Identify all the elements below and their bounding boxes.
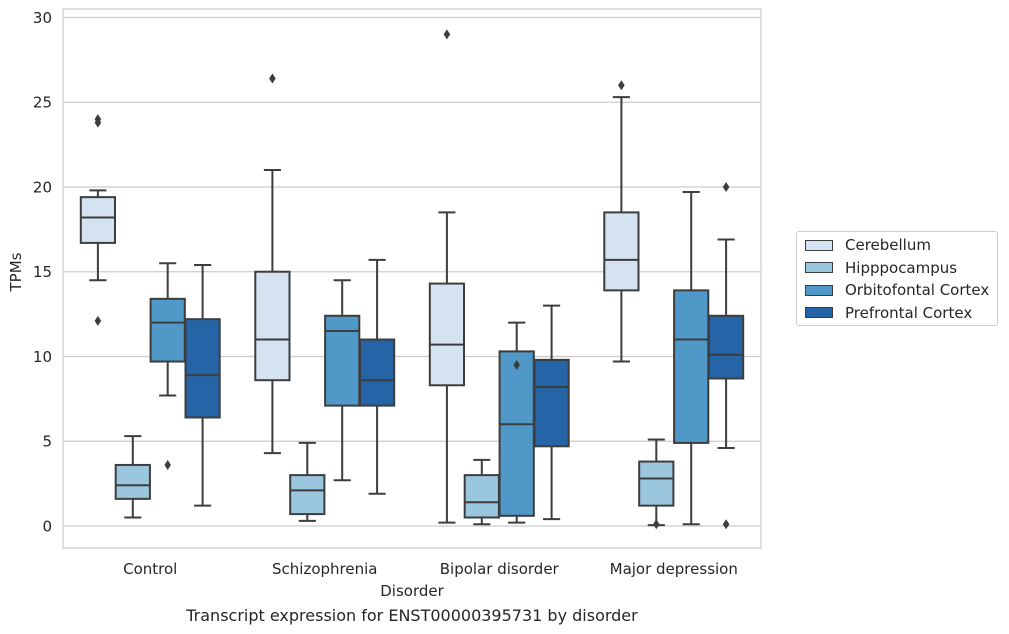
y-tick-label: 15: [33, 263, 52, 281]
y-tick-labels: 0 5 10 15 20 25 30: [33, 9, 52, 535]
box-cerebellum: [254, 73, 291, 455]
iqr-box: [254, 270, 291, 382]
iqr-box: [463, 474, 500, 519]
iqr-box: [428, 282, 466, 387]
y-tick-label: 30: [33, 9, 52, 27]
y-tick-label: 20: [33, 178, 52, 196]
y-tick-label: 0: [42, 517, 52, 535]
box-cerebellum: [603, 80, 640, 363]
legend-swatch: [805, 239, 833, 251]
box-hipppocampus: [114, 435, 151, 519]
iqr-box: [533, 358, 570, 448]
y-tick-label: 10: [33, 348, 52, 366]
x-tick-label: Control: [123, 560, 177, 578]
legend-label: Cerebellum: [845, 236, 931, 254]
box-hipppocampus: [289, 441, 326, 522]
boxes-layer: [79, 29, 745, 530]
legend-label: Orbitofontal Cortex: [845, 281, 990, 299]
outlier-point: [443, 29, 451, 40]
x-tick-label: Bipolar disorder: [440, 560, 560, 578]
legend: Cerebellum Hipppocampus Orbitofontal Corte…: [796, 231, 998, 326]
legend-item: Orbitofontal Cortex: [805, 281, 989, 299]
y-tick-label: 5: [42, 433, 52, 451]
outlier-point: [618, 80, 625, 91]
box-prefrontal-cortex: [707, 181, 745, 530]
x-axis-label: Disorder: [380, 582, 444, 600]
x-tick-label: Schizophrenia: [272, 560, 377, 578]
outlier-point: [722, 519, 730, 530]
chart-caption: Transcript expression for ENST0000039573…: [186, 606, 638, 625]
outlier-point: [653, 519, 660, 530]
legend-item: Cerebellum: [805, 236, 931, 254]
box-prefrontal-cortex: [533, 304, 570, 521]
iqr-box: [149, 297, 186, 363]
box-orbitofontal-cortex: [324, 279, 361, 482]
outlier-point: [94, 117, 102, 128]
outlier-point: [94, 315, 102, 326]
x-tick-labels: Control Schizophrenia Bipolar disorder Majo…: [123, 560, 738, 578]
legend-item: Hipppocampus: [805, 259, 957, 277]
iqr-box: [289, 474, 326, 516]
box-orbitofontal-cortex: [149, 262, 186, 470]
y-tick-label: 25: [33, 94, 52, 112]
outlier-point: [722, 181, 730, 192]
iqr-box: [603, 211, 640, 292]
outlier-point: [164, 459, 171, 470]
x-tick-label: Major depression: [610, 560, 738, 578]
iqr-box: [638, 460, 675, 507]
legend-swatch: [805, 307, 833, 318]
iqr-box: [324, 314, 361, 407]
outlier-point: [513, 359, 520, 370]
legend-swatch: [805, 262, 833, 273]
iqr-box: [79, 196, 117, 244]
legend-label: Prefrontal Cortex: [845, 303, 973, 322]
iqr-box: [184, 318, 221, 419]
box-cerebellum: [428, 29, 466, 524]
iqr-box: [673, 289, 710, 444]
legend-item: Prefrontal Cortex: [805, 304, 972, 322]
plot-frame: [62, 8, 762, 549]
box-orbitofontal-cortex: [498, 321, 535, 524]
y-axis-label: TPMs: [7, 252, 25, 292]
box-hipppocampus: [638, 438, 675, 530]
iqr-box: [358, 338, 396, 407]
iqr-box: [498, 350, 535, 517]
iqr-box: [114, 463, 151, 500]
box-orbitofontal-cortex: [673, 191, 710, 526]
legend-swatch: [805, 284, 833, 296]
box-cerebellum: [79, 114, 117, 326]
iqr-box: [707, 314, 745, 380]
box-prefrontal-cortex: [358, 258, 396, 495]
box-prefrontal-cortex: [184, 263, 221, 507]
legend-label: Hipppocampus: [845, 258, 958, 277]
outlier-point: [269, 73, 276, 84]
box-hipppocampus: [463, 458, 500, 526]
